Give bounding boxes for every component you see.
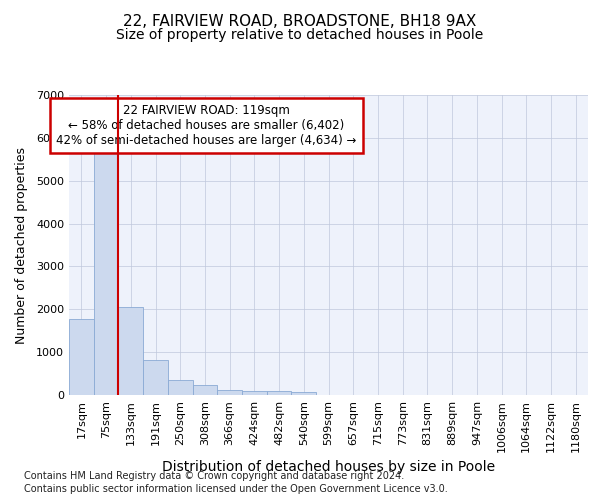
- Text: Contains HM Land Registry data © Crown copyright and database right 2024.: Contains HM Land Registry data © Crown c…: [24, 471, 404, 481]
- Bar: [193, 385, 217, 395]
- Bar: [143, 360, 168, 395]
- Bar: [292, 392, 316, 395]
- Bar: [168, 380, 193, 395]
- Text: 22, FAIRVIEW ROAD, BROADSTONE, BH18 9AX: 22, FAIRVIEW ROAD, BROADSTONE, BH18 9AX: [124, 14, 476, 29]
- Bar: [69, 318, 94, 395]
- Text: Contains public sector information licensed under the Open Government Licence v3: Contains public sector information licen…: [24, 484, 448, 494]
- Bar: [242, 390, 267, 395]
- Text: Size of property relative to detached houses in Poole: Size of property relative to detached ho…: [116, 28, 484, 42]
- Y-axis label: Number of detached properties: Number of detached properties: [14, 146, 28, 344]
- Bar: [217, 390, 242, 395]
- Bar: [118, 307, 143, 395]
- X-axis label: Distribution of detached houses by size in Poole: Distribution of detached houses by size …: [162, 460, 495, 474]
- Bar: [94, 148, 118, 395]
- Text: 22 FAIRVIEW ROAD: 119sqm
← 58% of detached houses are smaller (6,402)
42% of sem: 22 FAIRVIEW ROAD: 119sqm ← 58% of detach…: [56, 104, 357, 147]
- Bar: [267, 391, 292, 395]
